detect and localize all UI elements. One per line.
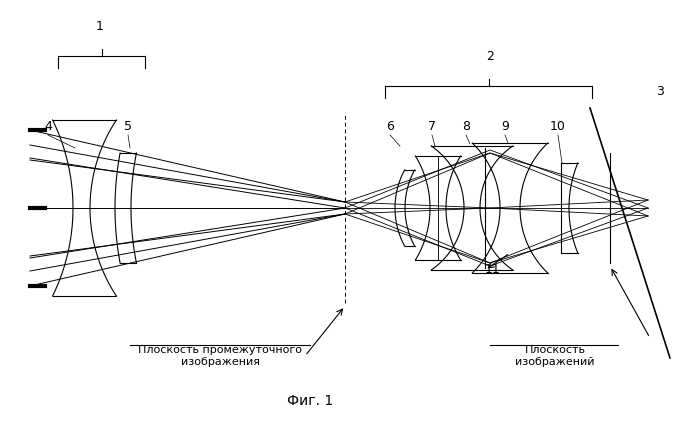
Text: 4: 4 bbox=[44, 120, 52, 133]
Text: 2: 2 bbox=[486, 50, 494, 63]
Text: 5: 5 bbox=[124, 120, 132, 133]
Text: Плоскость
изображений: Плоскость изображений bbox=[515, 345, 595, 367]
Text: 8: 8 bbox=[462, 120, 470, 133]
Text: Фиг. 1: Фиг. 1 bbox=[287, 394, 333, 408]
Text: Плоскость промежуточного
изображения: Плоскость промежуточного изображения bbox=[138, 345, 302, 367]
Text: 9: 9 bbox=[501, 120, 509, 133]
Text: 1: 1 bbox=[96, 20, 104, 33]
Text: 11: 11 bbox=[485, 263, 501, 276]
Text: 3: 3 bbox=[656, 85, 664, 98]
Text: 6: 6 bbox=[386, 120, 394, 133]
Text: 10: 10 bbox=[550, 120, 566, 133]
Text: 7: 7 bbox=[428, 120, 436, 133]
